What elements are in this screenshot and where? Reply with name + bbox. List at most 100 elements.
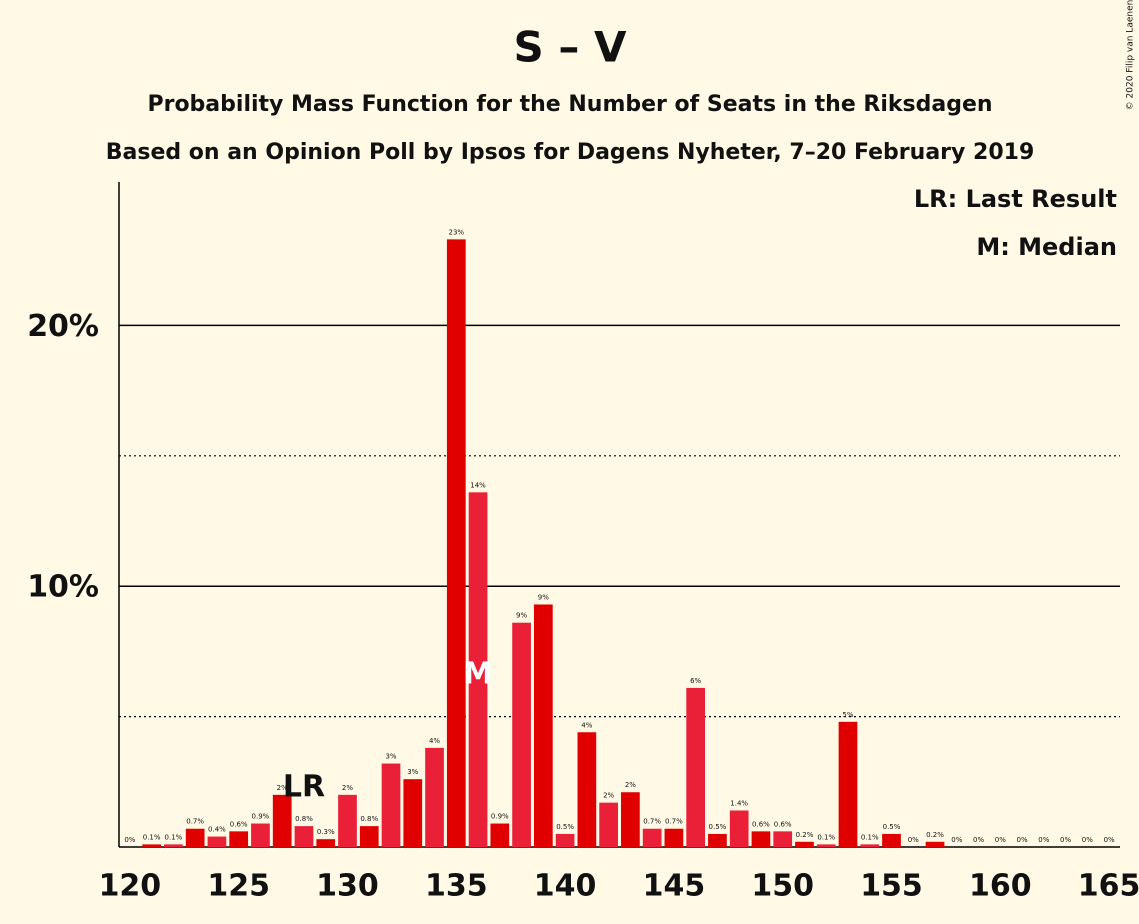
value-label: 2% — [625, 781, 636, 789]
chart-title: S – V — [514, 23, 627, 72]
value-label: 0.8% — [360, 815, 378, 823]
value-label: 0.5% — [883, 823, 901, 831]
value-label: 14% — [470, 481, 486, 489]
legend-entry: M: Median — [976, 233, 1117, 261]
bar — [860, 844, 880, 847]
bar — [272, 794, 292, 847]
x-tick-label: 140 — [534, 869, 597, 904]
bar — [621, 792, 640, 847]
bar — [164, 844, 183, 847]
value-label: 0% — [951, 836, 962, 844]
x-tick-label: 160 — [969, 869, 1032, 904]
value-label: 5% — [842, 711, 853, 719]
bar — [925, 841, 945, 847]
x-tick-label: 155 — [860, 869, 923, 904]
value-label: 0.6% — [230, 820, 248, 828]
value-label: 0.1% — [861, 833, 879, 841]
value-label: 0.7% — [643, 818, 661, 826]
marker-label: M — [463, 657, 493, 692]
x-tick-label: 145 — [643, 869, 706, 904]
value-label: 1.4% — [730, 799, 748, 807]
bar — [446, 239, 466, 847]
value-label: 0.9% — [252, 813, 270, 821]
bar — [838, 721, 858, 847]
value-label: 3% — [385, 753, 396, 761]
value-label: 0.1% — [817, 833, 835, 841]
bar — [490, 823, 510, 847]
value-label: 23% — [449, 228, 465, 236]
bar — [708, 833, 727, 847]
y-tick-label: 10% — [27, 570, 99, 605]
x-tick-label: 130 — [316, 869, 379, 904]
value-label: 0% — [124, 836, 135, 844]
bar — [425, 747, 444, 847]
bar — [207, 836, 227, 847]
value-label: 0.3% — [317, 828, 335, 836]
value-label: 0% — [1082, 836, 1093, 844]
copyright: © 2020 Filip van Laenen — [1126, 0, 1136, 110]
bar — [185, 828, 205, 847]
value-label: 6% — [690, 677, 701, 685]
value-label: 2% — [277, 784, 288, 792]
value-label: 3% — [407, 768, 418, 776]
value-label: 0.2% — [926, 831, 944, 839]
value-label: 4% — [429, 737, 440, 745]
bar — [795, 841, 814, 847]
value-label: 0% — [1104, 836, 1115, 844]
bar — [642, 828, 662, 847]
value-label: 4% — [581, 721, 592, 729]
bar — [359, 826, 379, 847]
bar — [338, 794, 357, 847]
bar — [468, 492, 488, 847]
bar — [729, 810, 749, 847]
bar — [403, 779, 423, 847]
bar — [599, 802, 618, 847]
value-label: 0.5% — [709, 823, 727, 831]
bar — [664, 828, 684, 847]
bar — [816, 844, 836, 847]
value-label: 0.2% — [796, 831, 814, 839]
bar — [294, 826, 314, 847]
value-label: 9% — [538, 593, 549, 601]
bar — [751, 831, 771, 847]
x-tick-label: 120 — [99, 869, 162, 904]
bar — [533, 604, 553, 847]
y-tick-label: 20% — [27, 309, 99, 344]
value-label: 0.7% — [186, 818, 204, 826]
legend-entry: LR: Last Result — [914, 185, 1117, 213]
value-label: 0.8% — [295, 815, 313, 823]
bar — [773, 831, 793, 847]
x-tick-label: 150 — [751, 869, 814, 904]
chart-subtitle: Probability Mass Function for the Number… — [147, 92, 992, 117]
value-label: 0.6% — [752, 820, 770, 828]
value-label: 0% — [1060, 836, 1071, 844]
value-label: 2% — [342, 784, 353, 792]
bar — [882, 833, 901, 847]
value-label: 0.1% — [143, 833, 161, 841]
value-label: 0.1% — [165, 833, 183, 841]
value-label: 0.9% — [491, 813, 509, 821]
x-tick-label: 125 — [207, 869, 270, 904]
bar — [686, 687, 706, 847]
chart-subtitle: Based on an Opinion Poll by Ipsos for Da… — [106, 140, 1035, 165]
x-tick-label: 165 — [1078, 869, 1139, 904]
value-label: 0.7% — [665, 818, 683, 826]
value-label: 0% — [1038, 836, 1049, 844]
value-label: 0% — [995, 836, 1006, 844]
bar — [229, 831, 249, 847]
value-label: 0% — [908, 836, 919, 844]
value-label: 0.5% — [556, 823, 574, 831]
value-label: 0.4% — [208, 826, 226, 834]
value-label: 2% — [603, 792, 614, 800]
value-label: 9% — [516, 612, 527, 620]
marker-label: LR — [283, 770, 325, 805]
bar — [142, 844, 161, 847]
x-tick-label: 135 — [425, 869, 488, 904]
bar — [577, 732, 597, 847]
bar — [316, 839, 336, 847]
bar — [512, 622, 531, 847]
value-label: 0% — [1017, 836, 1028, 844]
bar — [555, 833, 575, 847]
bar — [251, 823, 270, 847]
